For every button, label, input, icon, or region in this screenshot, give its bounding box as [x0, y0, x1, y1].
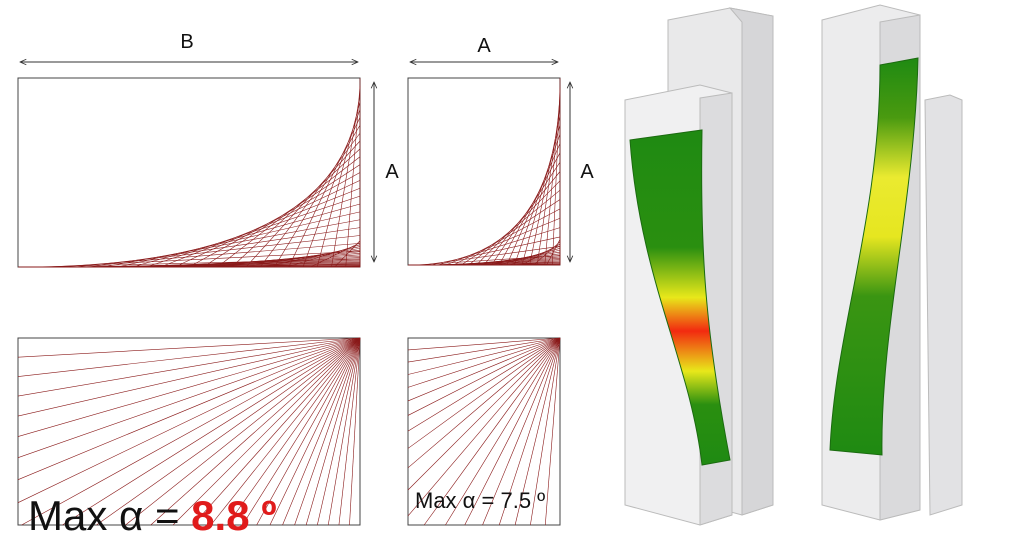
mesh-line: [305, 337, 361, 526]
mesh-line: [192, 337, 361, 526]
max-angle-label: Max α = 8.8 º: [28, 492, 277, 539]
mesh-line: [150, 337, 361, 526]
mesh-line: [533, 241, 561, 266]
tower-face: [728, 7, 774, 516]
mesh-line: [17, 337, 361, 458]
deformation-surface: [629, 129, 731, 466]
deformation-surface: [829, 57, 919, 456]
mesh-line: [445, 337, 561, 526]
mesh-group: [17, 78, 561, 526]
mesh-line: [331, 93, 361, 268]
mesh-line: [498, 337, 561, 526]
mesh-line: [282, 337, 361, 526]
mesh-line: [407, 337, 561, 449]
mesh-line: [407, 337, 561, 351]
mesh-line: [514, 134, 561, 266]
panel-frame: [17, 337, 361, 526]
mesh-line: [17, 337, 361, 437]
mesh-line: [491, 161, 561, 266]
mesh-line: [451, 256, 561, 266]
mesh-line: [407, 337, 561, 469]
max-angle-label: Max α = 7.5 º: [415, 488, 545, 513]
mesh-line: [227, 337, 361, 526]
mesh-line: [294, 337, 361, 526]
mesh-line: [407, 337, 561, 491]
mesh-line: [125, 337, 361, 526]
mesh-line: [530, 337, 561, 526]
mesh-line: [483, 171, 561, 266]
mesh-line: [96, 337, 361, 526]
mesh-line: [407, 337, 561, 517]
tower-block: [924, 94, 963, 516]
mesh-line: [17, 337, 361, 503]
mesh-line: [62, 337, 361, 526]
mesh-line: [546, 239, 561, 266]
mesh-line: [423, 337, 561, 526]
mesh-line: [407, 337, 561, 375]
mesh-line: [172, 337, 361, 526]
max-angle-value: 8.8 º: [191, 492, 276, 539]
panel-frame: [407, 337, 561, 526]
mesh-line: [498, 152, 561, 266]
mesh-line: [242, 337, 361, 526]
mesh-line: [217, 156, 361, 268]
mesh-line: [407, 337, 561, 402]
mesh-line: [210, 337, 361, 526]
mesh-line: [407, 337, 561, 388]
mesh-line: [464, 337, 561, 526]
mesh-line: [21, 337, 361, 526]
mesh-line: [552, 87, 561, 266]
mesh-line: [407, 337, 561, 432]
panel-frame: [17, 77, 361, 268]
mesh-line: [349, 337, 361, 526]
dimension-label: A: [477, 35, 491, 57]
mesh-line: [407, 337, 561, 363]
mesh-line: [407, 337, 561, 416]
mesh-line: [544, 96, 561, 266]
mesh-line: [506, 143, 561, 266]
mesh-line: [221, 249, 361, 268]
panel-frame: [407, 77, 561, 266]
mesh-line: [334, 240, 361, 268]
dimension-label: A: [580, 161, 594, 183]
mesh-line: [327, 337, 361, 526]
mesh-line: [536, 106, 561, 266]
mesh-line: [544, 337, 561, 526]
mesh-line: [256, 337, 361, 526]
dimension-label: A: [385, 161, 399, 183]
tower-right: [821, 4, 963, 521]
mesh-line: [242, 248, 361, 268]
mesh-line: [264, 246, 361, 268]
mesh-line: [17, 337, 361, 377]
mesh-line: [17, 337, 361, 358]
mesh-line: [317, 337, 361, 526]
mesh-line: [17, 337, 361, 480]
mesh-line: [17, 337, 361, 417]
max-angle-prefix: Max α =: [28, 492, 191, 539]
mesh-line: [514, 337, 561, 526]
mesh-line: [17, 337, 361, 397]
mesh-line: [482, 337, 561, 526]
mesh-line: [231, 148, 361, 268]
mesh-line: [269, 337, 361, 526]
mesh-line: [316, 101, 361, 268]
mesh-line: [302, 109, 361, 268]
mesh-line: [338, 337, 361, 526]
tower-left: [624, 7, 774, 526]
mesh-line: [345, 85, 361, 268]
dimension-label: B: [180, 31, 193, 53]
mesh-line: [310, 242, 361, 268]
